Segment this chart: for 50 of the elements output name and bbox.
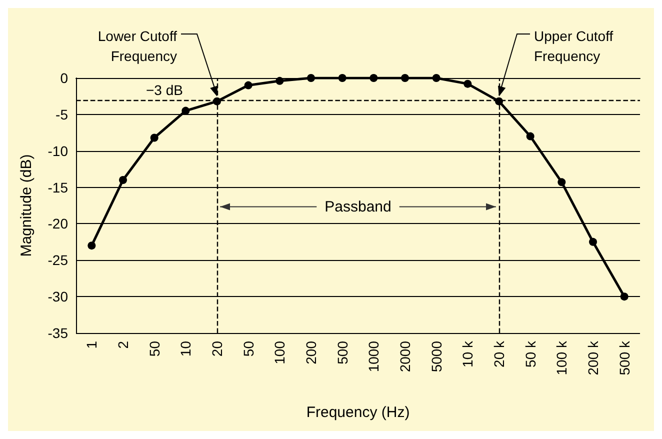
y-tick-label: -15 <box>48 179 68 196</box>
x-tick-label: 5000 <box>428 340 444 372</box>
point <box>119 176 127 184</box>
point <box>558 178 566 186</box>
x-tick-label: 20 k <box>491 340 507 368</box>
x-tick-label: 10 <box>178 340 194 357</box>
y-tick-label: -20 <box>48 216 68 232</box>
point <box>213 97 221 106</box>
y-tick-label: -5 <box>56 106 68 122</box>
point <box>495 97 503 106</box>
x-tick-label: 2 <box>115 340 131 349</box>
point <box>338 74 346 82</box>
point <box>526 132 534 140</box>
y-tick-label: 0 <box>60 70 68 86</box>
x-tick-label: 20 <box>209 340 225 357</box>
x-tick-label: 1000 <box>366 340 382 372</box>
x-tick-label: 1 <box>84 340 100 349</box>
x-tick-label: 500 <box>334 340 350 364</box>
point <box>88 242 96 250</box>
x-tick-label: 100 <box>272 340 288 364</box>
x-tick-label: 500 k <box>616 340 632 376</box>
y-axis-title: Magnitude (dB) <box>18 154 35 257</box>
y-tick-label: -35 <box>48 325 68 341</box>
point <box>432 74 440 82</box>
ref-line-label: −3 dB <box>146 82 183 98</box>
point <box>464 80 472 88</box>
point <box>244 81 252 90</box>
x-tick-label: 10 k <box>460 340 476 368</box>
x-tick-label: 200 <box>303 340 319 364</box>
x-tick-label: 100 k <box>554 340 570 376</box>
point <box>150 134 158 142</box>
x-tick-label: 2000 <box>397 340 413 372</box>
x-tick-label: 200 k <box>585 340 601 376</box>
x-tick-label: 50 <box>240 340 256 357</box>
point <box>307 74 315 82</box>
y-tick-label: -30 <box>48 288 68 305</box>
point <box>370 74 378 82</box>
annotation: Passband <box>324 198 392 216</box>
point <box>620 292 628 301</box>
point <box>182 106 190 115</box>
annotation: Upper Cutoff Frequency <box>534 28 614 64</box>
x-axis-title: Frequency (Hz) <box>306 404 410 421</box>
point <box>401 74 409 82</box>
x-tick-label: 50 k <box>522 340 538 368</box>
x-tick-label: 50 <box>146 340 162 357</box>
point <box>276 76 284 85</box>
y-tick-label: -10 <box>48 142 68 159</box>
y-tick-label: -25 <box>48 252 68 268</box>
annotation: Lower Cutoff Frequency <box>98 28 178 64</box>
point <box>589 238 597 246</box>
